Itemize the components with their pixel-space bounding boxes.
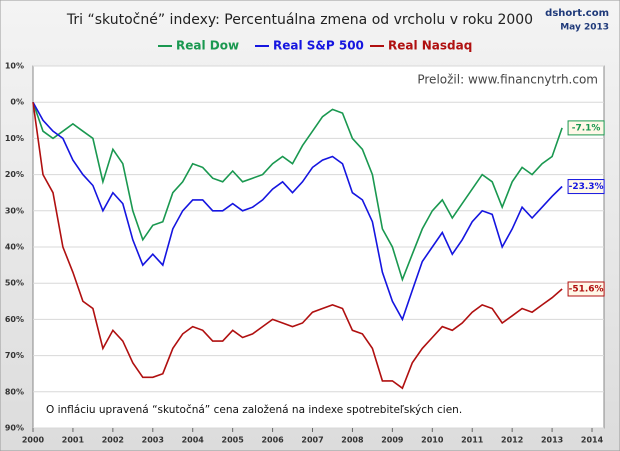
y-tick-label: 70%	[5, 351, 24, 360]
y-tick-label: 40%	[5, 243, 24, 252]
series-line	[32, 101, 563, 322]
x-tick-label: 2012	[501, 436, 523, 445]
y-tick-label: 0%	[10, 98, 24, 107]
x-tick-label: 2005	[222, 436, 245, 445]
date: May 2013	[560, 23, 609, 33]
y-tick-label: 30%	[5, 206, 24, 215]
x-tick-label: 2006	[261, 436, 284, 445]
legend-label: Real Dow	[176, 39, 239, 53]
x-tick-label: 2008	[341, 436, 364, 445]
y-tick-label: 10%	[5, 134, 24, 143]
value-label-box	[567, 281, 605, 297]
x-tick-label: 2000	[22, 436, 45, 445]
value-label: -51.6%	[569, 284, 604, 294]
value-label-box	[567, 179, 605, 195]
note: O infláciu upravená “skutočná” cena zalo…	[46, 404, 462, 416]
source: dshort.com	[545, 8, 609, 19]
value-label: -7.1%	[572, 123, 601, 133]
y-tick-label: 80%	[5, 387, 24, 396]
chart-title: Tri “skutočné” indexy: Percentuálna zmen…	[66, 12, 533, 28]
y-tick-label: 50%	[5, 279, 24, 288]
x-tick-label: 2004	[182, 436, 205, 445]
x-tick-label: 2009	[381, 436, 404, 445]
y-tick-label: 20%	[5, 170, 24, 179]
x-tick-label: 2011	[461, 436, 484, 445]
x-tick-label: 2010	[421, 436, 444, 445]
series-line	[32, 102, 563, 390]
x-tick-label: 2003	[142, 436, 164, 445]
legend-label: Real Nasdaq	[388, 39, 472, 53]
value-label-box	[567, 120, 605, 136]
value-label: -23.3%	[569, 182, 604, 192]
x-tick-label: 2013	[541, 436, 563, 445]
x-tick-label: 2002	[102, 436, 124, 445]
legend-label: Real S&P 500	[273, 39, 364, 53]
x-tick-label: 2001	[62, 436, 85, 445]
series-line	[32, 101, 563, 283]
y-tick-label: 60%	[5, 315, 24, 324]
y-tick-label: 10%	[5, 62, 24, 71]
translator: Preložil: www.financnytrh.com	[417, 73, 598, 87]
x-tick-label: 2007	[301, 436, 323, 445]
y-tick-label: 90%	[5, 424, 24, 433]
x-tick-label: 2014	[581, 436, 604, 445]
